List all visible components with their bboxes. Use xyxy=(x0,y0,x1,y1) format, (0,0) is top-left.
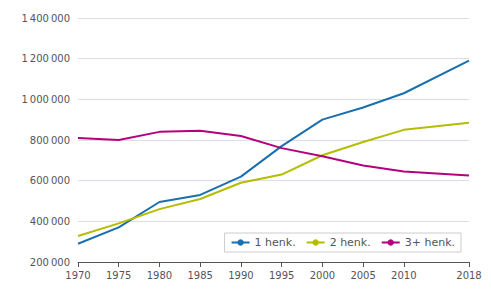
svg-text:600 000: 600 000 xyxy=(30,175,70,186)
svg-text:1 200 000: 1 200 000 xyxy=(21,53,70,64)
svg-text:1985: 1985 xyxy=(187,270,212,281)
svg-text:1970: 1970 xyxy=(65,270,90,281)
svg-text:1 000 000: 1 000 000 xyxy=(21,94,70,105)
svg-text:1995: 1995 xyxy=(269,270,294,281)
svg-text:2018: 2018 xyxy=(456,270,481,281)
svg-text:2 henk.: 2 henk. xyxy=(330,236,371,249)
svg-text:400 000: 400 000 xyxy=(30,216,70,227)
svg-text:2010: 2010 xyxy=(391,270,416,281)
svg-text:1 400 000: 1 400 000 xyxy=(21,13,70,24)
svg-text:800 000: 800 000 xyxy=(30,135,70,146)
svg-text:1980: 1980 xyxy=(147,270,172,281)
svg-text:3+ henk.: 3+ henk. xyxy=(405,236,455,249)
svg-text:1990: 1990 xyxy=(228,270,253,281)
svg-text:1 henk.: 1 henk. xyxy=(255,236,296,249)
svg-text:2000: 2000 xyxy=(310,270,335,281)
svg-text:2005: 2005 xyxy=(350,270,375,281)
svg-text:200 000: 200 000 xyxy=(30,257,70,268)
svg-text:1975: 1975 xyxy=(106,270,131,281)
